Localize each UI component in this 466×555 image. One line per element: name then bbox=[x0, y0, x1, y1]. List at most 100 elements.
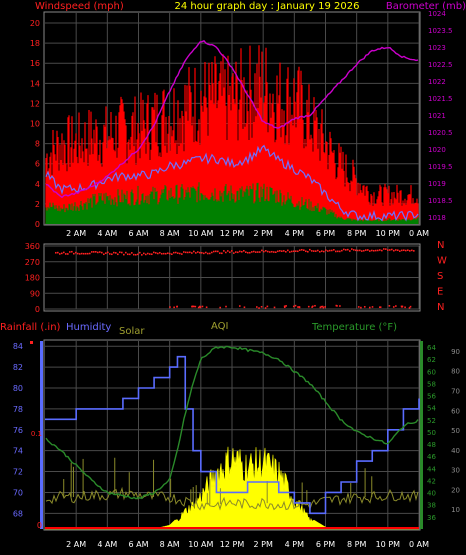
legend-solar: Solar bbox=[119, 326, 145, 337]
wind-tick-label: 2 bbox=[35, 200, 40, 209]
windspeed-axis-title: Windspeed (mph) bbox=[35, 1, 124, 12]
direction-point bbox=[65, 253, 67, 255]
direction-point bbox=[241, 250, 243, 253]
direction-point bbox=[176, 305, 178, 308]
temperature-tick-label: 36 bbox=[427, 514, 436, 522]
direction-point bbox=[349, 250, 351, 252]
direction-point bbox=[159, 251, 161, 254]
direction-point bbox=[293, 250, 295, 253]
time-label-bottom: 6 PM bbox=[316, 540, 335, 549]
aqi-tick-label: 20 bbox=[451, 486, 460, 494]
direction-point bbox=[291, 250, 293, 253]
direction-point bbox=[77, 252, 79, 255]
wind-average-bars bbox=[45, 182, 419, 224]
direction-point bbox=[103, 253, 105, 256]
humidity-tick-label: 80 bbox=[13, 384, 23, 393]
direction-point bbox=[360, 306, 362, 309]
time-label-bottom: 4 PM bbox=[285, 540, 304, 549]
direction-point bbox=[143, 252, 145, 255]
direction-point bbox=[115, 252, 117, 254]
direction-point bbox=[63, 251, 65, 254]
direction-point bbox=[245, 251, 247, 253]
barometer-axis-title: Barometer (mb) bbox=[386, 1, 466, 12]
direction-point bbox=[341, 249, 343, 252]
time-label-top: 4 PM bbox=[285, 229, 304, 238]
direction-point bbox=[309, 248, 311, 251]
direction-point bbox=[311, 250, 313, 252]
legend-temperature: Temperature (°F) bbox=[311, 322, 397, 333]
humidity-tick-label: 72 bbox=[13, 468, 23, 477]
humidity-tick-label: 68 bbox=[13, 509, 23, 518]
direction-point bbox=[322, 306, 325, 309]
direction-point bbox=[191, 305, 194, 308]
direction-point bbox=[313, 250, 315, 252]
direction-point bbox=[379, 306, 382, 308]
direction-point bbox=[107, 251, 109, 254]
barometer-tick-label: 1022.5 bbox=[428, 61, 453, 69]
direction-point bbox=[255, 251, 257, 253]
direction-point bbox=[55, 251, 57, 254]
direction-point bbox=[199, 306, 202, 309]
direction-point bbox=[401, 306, 403, 308]
direction-point bbox=[365, 249, 367, 251]
rain-tick-label: 0.1 bbox=[31, 430, 42, 438]
direction-point bbox=[69, 251, 71, 253]
direction-point bbox=[357, 249, 359, 252]
direction-point bbox=[95, 251, 97, 253]
direction-point bbox=[253, 250, 255, 253]
direction-point bbox=[297, 306, 299, 308]
direction-point bbox=[205, 306, 208, 309]
humidity-tick-label: 78 bbox=[13, 405, 23, 414]
wind-barometer-panel: 0 2 4 6 8 10 12 14 16 18 20 1018 1018.5 1019 1019.5 102… bbox=[30, 10, 453, 229]
rain-humidity-solar-temp-panel: 68 70 72 74 76 78 80 82 84 36 38 40 42 44 46 48 50 52 54 56… bbox=[13, 339, 460, 531]
wind-tick-label: 20 bbox=[30, 19, 40, 28]
direction-point bbox=[125, 251, 127, 254]
direction-point bbox=[395, 305, 397, 307]
direction-point bbox=[83, 252, 85, 255]
direction-point bbox=[135, 253, 137, 256]
direction-point bbox=[391, 248, 393, 251]
direction-point bbox=[141, 254, 143, 256]
direction-point bbox=[325, 249, 327, 252]
direction-point bbox=[167, 252, 169, 255]
direction-point bbox=[99, 251, 101, 253]
direction-point bbox=[75, 251, 77, 254]
time-label-top: 8 PM bbox=[347, 229, 366, 238]
time-label-top: 0 AM bbox=[409, 229, 429, 238]
direction-point bbox=[109, 253, 111, 255]
temperature-tick-label: 48 bbox=[427, 441, 436, 449]
direction-point bbox=[267, 250, 269, 253]
time-label-top: 6 AM bbox=[128, 229, 148, 238]
direction-point bbox=[403, 249, 405, 252]
direction-point bbox=[404, 306, 406, 309]
wind-tick-label: 6 bbox=[35, 160, 40, 169]
direction-tick-label: 180 bbox=[25, 274, 40, 283]
direction-point bbox=[213, 250, 215, 253]
direction-point bbox=[320, 305, 323, 308]
direction-point bbox=[413, 250, 415, 252]
time-label-top: 2 AM bbox=[66, 229, 86, 238]
temperature-tick-label: 46 bbox=[427, 453, 436, 461]
humidity-line bbox=[45, 355, 420, 515]
direction-point bbox=[229, 251, 231, 254]
direction-point bbox=[225, 251, 227, 254]
temperature-tick-label: 52 bbox=[427, 417, 436, 425]
direction-point bbox=[321, 305, 324, 308]
direction-point bbox=[279, 250, 281, 252]
direction-point bbox=[153, 251, 155, 254]
direction-point bbox=[269, 251, 271, 253]
humidity-tick-label: 82 bbox=[13, 363, 23, 372]
direction-point bbox=[165, 252, 167, 255]
direction-point bbox=[169, 306, 171, 308]
aqi-line bbox=[45, 486, 419, 511]
direction-point bbox=[249, 251, 251, 254]
compass-label: W bbox=[437, 256, 447, 267]
temperature-tick-label: 58 bbox=[427, 380, 436, 388]
direction-point bbox=[287, 249, 289, 252]
direction-point bbox=[307, 305, 310, 308]
direction-point bbox=[151, 253, 153, 256]
direction-point bbox=[256, 306, 258, 308]
direction-point bbox=[71, 250, 73, 253]
direction-point bbox=[237, 251, 239, 254]
direction-point bbox=[283, 250, 285, 252]
